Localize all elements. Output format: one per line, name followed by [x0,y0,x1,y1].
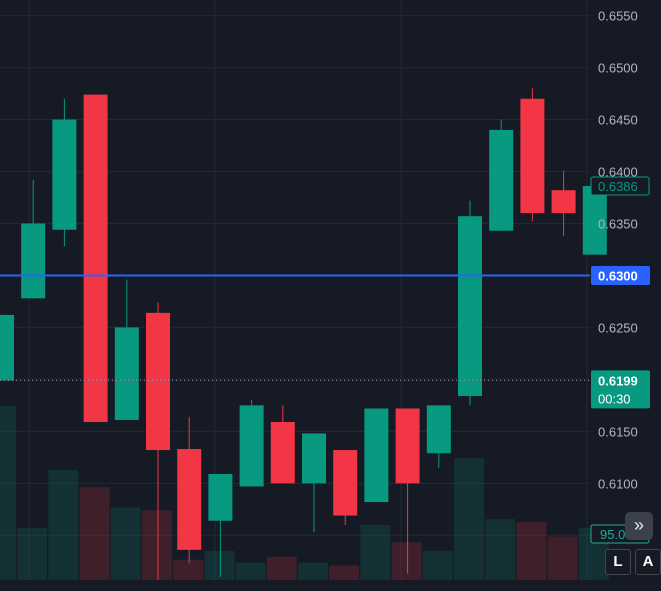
volume-bar [235,562,266,580]
candle[interactable] [52,98,77,247]
candle-body [364,408,389,503]
volume-bar [422,551,453,580]
candle-body [333,450,358,516]
candle[interactable] [208,473,233,577]
candle-body [458,216,482,397]
volume-bar [142,510,172,580]
last-close-badge: 0.6386 [590,176,650,196]
candle-body [177,449,202,550]
volume-bar [204,551,235,580]
double-chevron-right-icon: » [633,515,644,535]
volume-bar [110,507,141,580]
volume-bar [48,469,79,580]
candles [0,88,607,580]
y-tick-label: 0.6350 [598,216,638,231]
candle[interactable] [426,405,451,468]
candle-body [146,312,170,451]
candle-body [426,405,451,454]
current-price-label: 0.6199 [598,373,638,388]
countdown-label: 00:30 [598,391,631,406]
candle[interactable] [146,302,170,580]
candle-body [52,119,77,230]
candle-body [83,94,108,423]
candle[interactable] [83,94,108,423]
candle[interactable] [177,416,202,564]
y-tick-label: 0.6150 [598,424,638,439]
candle-body [114,327,139,420]
y-tick-label: 0.6450 [598,113,638,128]
candle[interactable] [364,408,389,503]
candle-body [270,422,295,484]
volume-bar [391,542,422,580]
candle[interactable] [520,88,545,222]
candle[interactable] [21,179,46,299]
last-close-label: 0.6386 [598,179,638,194]
volume-bar [547,536,578,580]
volume-bar [516,522,547,580]
volume-bar [173,559,204,580]
candle[interactable] [395,408,420,574]
y-tick-label: 0.6500 [598,61,638,76]
horizontal-line-label: 0.6300 [598,268,638,283]
candle[interactable] [0,314,14,381]
auto-scale-button[interactable]: A [635,549,661,575]
candle[interactable] [582,186,607,255]
volume-bar [329,565,360,580]
scroll-to-realtime-button[interactable]: » [625,512,653,540]
volume-bar [485,519,516,580]
candle-body [302,433,326,484]
horizontal-line-badge: 0.6300 [591,265,650,285]
current-price-badge: 0.6199 00:30 [591,370,650,409]
candle-body [0,314,14,381]
volume-bar [360,524,391,580]
candle[interactable] [551,170,576,236]
y-tick-label: 0.6400 [598,165,638,180]
volume-bar [0,406,16,580]
volume-bar [266,556,297,580]
volume-bar [17,527,48,580]
candle-body [489,129,514,231]
volume-bars [0,406,609,580]
log-scale-button[interactable]: L [605,549,631,575]
candle[interactable] [114,279,139,420]
y-tick-label: 0.6100 [598,476,638,491]
candle[interactable] [458,200,482,406]
y-tick-label: 0.6550 [598,9,638,24]
candle-body [21,223,46,299]
candle-body [239,405,264,487]
volume-bar [298,562,328,580]
candle[interactable] [333,450,358,525]
candle[interactable] [489,119,514,231]
candle-body [520,98,545,214]
candle-body [395,408,420,484]
y-tick-label: 0.6250 [598,320,638,335]
volume-label: 95.0 [600,527,625,542]
volume-bar [454,458,484,580]
candle-body [208,473,233,521]
candle[interactable] [302,433,326,533]
volume-bar [79,487,110,580]
candle[interactable] [239,400,264,487]
candle-body [582,186,607,255]
candle[interactable] [270,405,295,484]
candle-body [551,190,576,214]
